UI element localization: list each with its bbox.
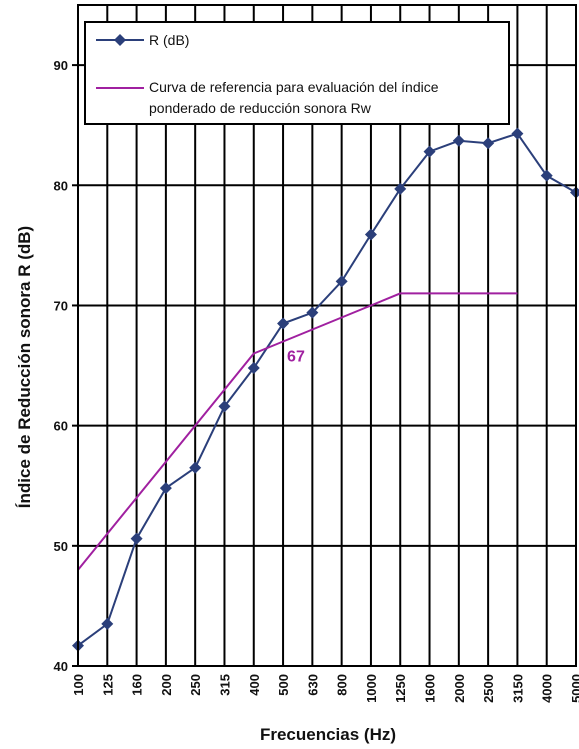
x-tick-label: 250 [188,674,203,696]
series-r-point [394,182,407,195]
series-r-line [77,132,577,647]
series-r-point [277,317,290,330]
x-tick-label: 400 [247,674,262,696]
series-r-point [159,482,172,495]
series-r-point [218,400,231,413]
y-tick-label: 80 [54,178,68,193]
series-r-point [306,306,319,319]
annotations: 67 [287,349,305,366]
y-tick-label: 40 [54,659,68,674]
legend-r-marker [114,34,126,46]
series-r-point [130,532,143,545]
x-tick-label: 5000 [569,674,579,703]
series-r-point [452,134,465,147]
series-r-point [423,145,436,158]
x-tick-label: 4000 [540,674,555,703]
x-tick-label: 500 [276,674,291,696]
y-axis-title: Índice de Reducción sonora R (dB) [15,226,34,508]
y-tick-labels: 40 50 60 70 80 90 [54,58,68,674]
series-layer [72,127,579,652]
x-tick-label: 800 [335,674,350,696]
x-tick-label: 160 [130,674,145,696]
x-tick-label: 3150 [510,674,525,703]
y-tick-label: 70 [54,298,68,313]
series-r-point [511,127,524,140]
legend-r-label: R (dB) [149,32,189,48]
x-tick-label: 1000 [364,674,379,703]
x-tick-label: 630 [305,674,320,696]
x-tick-label: 315 [217,674,232,696]
legend-ref-label-line1: Curva de referencia para evaluación del … [149,79,439,95]
x-tick-label: 2000 [452,674,467,703]
series-r-point [189,461,202,474]
x-axis-title: Frecuencias (Hz) [260,725,396,744]
series-r-point [482,137,495,150]
plot-frame [77,4,577,667]
series-r-point [335,275,348,288]
legend-ref-label-line2: ponderado de reducción sonora Rw [149,100,372,116]
y-tick-label: 50 [54,539,68,554]
x-tick-label: 100 [71,674,86,696]
series-r-point [247,361,260,374]
legend-box [84,21,510,125]
series-r-point [540,169,553,182]
series-r-point [570,186,579,199]
legend: R (dB) Curva de referencia para evaluaci… [84,21,510,125]
x-tick-label: 1600 [423,674,438,703]
series-r-point [101,617,114,630]
x-tick-labels: 100 125 160 200 250 315 400 500 630 800 1000 1250 16… [71,674,579,703]
series-r-point [364,228,377,241]
series-reference-line [77,292,518,571]
x-tick-label: 200 [159,674,174,696]
annotation-label: 67 [287,349,305,366]
y-tick-label: 90 [54,58,68,73]
y-tick-label: 60 [54,419,68,434]
x-tick-label: 125 [100,674,115,696]
x-tick-label: 1250 [393,674,408,703]
x-tick-label: 2500 [481,674,496,703]
